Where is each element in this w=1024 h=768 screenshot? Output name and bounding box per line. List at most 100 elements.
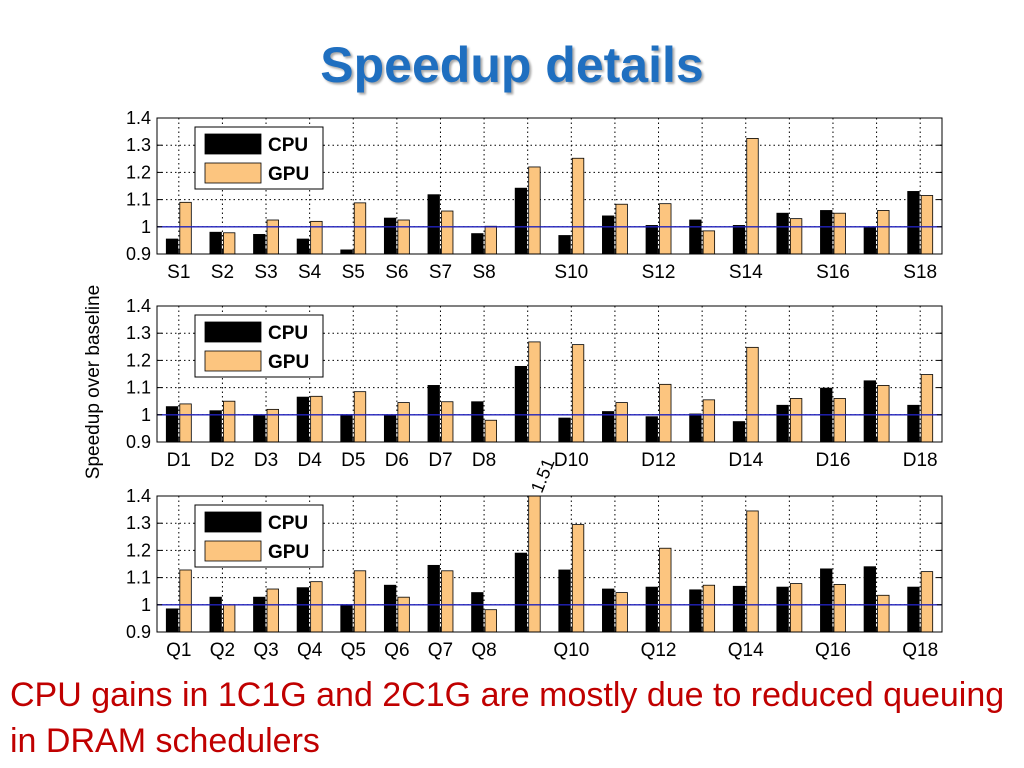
gpu-bar-d14: [746, 346, 759, 442]
y-tick-label: 1.1: [126, 190, 151, 210]
cpu-bar-q14: [732, 585, 746, 632]
legend-label-cpu: CPU: [268, 135, 308, 156]
cpu-bar-s6: [383, 217, 397, 254]
gpu-bar-q2: [223, 604, 236, 632]
gpu-bar-s2: [223, 232, 236, 254]
gpu-bar-d13: [702, 399, 716, 442]
cpu-bar-q11: [602, 588, 615, 632]
cpu-bar-q15: [776, 586, 789, 632]
x-tick-label: Q12: [641, 640, 677, 661]
gpu-bar-d16: [833, 398, 846, 442]
cpu-bar-d1: [165, 406, 179, 442]
gpu-bar-s8: [484, 225, 497, 254]
x-tick-label: Q8: [471, 640, 496, 661]
x-tick-label: D16: [816, 450, 851, 471]
cpu-bar-d18: [907, 404, 920, 442]
legend: CPU GPU: [194, 126, 324, 190]
y-tick-label: 1.2: [126, 540, 151, 560]
cpu-bar-s18: [907, 191, 920, 254]
gpu-bar-d5: [353, 391, 367, 442]
x-tick-label: S5: [342, 262, 365, 283]
x-tick-label: Q16: [815, 640, 851, 661]
x-tick-label: Q3: [253, 640, 278, 661]
gpu-bar-s14: [746, 137, 759, 254]
x-tick-label: Q2: [210, 640, 235, 661]
gpu-bar-q14: [746, 510, 759, 632]
x-tick-label: D6: [385, 450, 409, 471]
gpu-bar-q18: [920, 571, 934, 632]
cpu-bar-s14: [732, 225, 746, 254]
x-tick-label: S16: [816, 262, 850, 283]
x-tick-label: S18: [903, 262, 937, 283]
y-axis-label: Speedup over baseline: [83, 285, 104, 479]
cpu-bar-s8: [471, 233, 484, 254]
gpu-bar-q7: [441, 570, 454, 632]
x-tick-label: D5: [341, 450, 365, 471]
x-tick-label: Q18: [902, 640, 938, 661]
legend-swatch-cpu: [204, 511, 262, 533]
gpu-bar-q17: [877, 594, 890, 632]
gpu-bar-q8: [484, 609, 497, 632]
cpu-bar-s7: [427, 194, 440, 254]
cpu-bar-q2: [209, 596, 222, 632]
x-tick-label: S8: [472, 262, 495, 283]
gpu-bar-q10: [571, 524, 585, 632]
cpu-bar-d6: [383, 414, 397, 442]
gpu-bar-s4: [310, 220, 323, 254]
bars-group: [165, 496, 934, 632]
y-tick-label: 1.3: [126, 135, 151, 155]
cpu-bar-q9: [514, 552, 528, 632]
legend-swatch-gpu: [204, 350, 262, 372]
cpu-bar-q16: [820, 568, 833, 632]
x-tick-label: Q7: [428, 640, 453, 661]
cpu-bar-q17: [863, 566, 876, 632]
gpu-bar-d7: [441, 401, 454, 442]
legend-label-gpu: GPU: [268, 164, 309, 185]
y-tick-label: 1: [141, 405, 151, 425]
legend-label-gpu: GPU: [268, 542, 309, 563]
x-tick-label: D4: [297, 450, 322, 471]
plot-frame: [156, 305, 943, 443]
x-tick-label: Q10: [553, 640, 589, 661]
gpu-bar-s12: [659, 203, 672, 254]
cpu-bar-s2: [209, 231, 222, 254]
cpu-bar-q1: [165, 608, 179, 632]
x-tick-label: Q14: [728, 640, 764, 661]
gpu-bar-d4: [310, 395, 323, 442]
cpu-bar-q8: [471, 592, 484, 632]
x-tick-label: S7: [429, 262, 452, 283]
x-tick-label: S3: [254, 262, 277, 283]
legend-label-gpu: GPU: [268, 352, 309, 373]
x-tick-label: Q4: [297, 640, 323, 661]
x-tick-label: D12: [641, 450, 676, 471]
gpu-bar-s16: [833, 212, 846, 254]
cpu-bar-d9: [514, 365, 528, 442]
slide-caption: CPU gains in 1C1G and 2C1G are mostly du…: [10, 676, 1005, 760]
gpu-bar-q15: [789, 583, 803, 632]
gpu-bar-s1: [179, 201, 192, 254]
cpu-bar-d4: [296, 396, 310, 442]
gpu-bar-d12: [659, 383, 672, 442]
gpu-bar-d8: [484, 419, 497, 442]
cpu-bar-s15: [776, 212, 789, 254]
gpu-bar-s10: [571, 157, 585, 254]
cpu-bar-s3: [253, 234, 266, 254]
gpu-bar-q16: [833, 584, 846, 632]
legend-label-cpu: CPU: [268, 323, 308, 344]
cpu-bar-d2: [209, 410, 222, 442]
cpu-bar-s17: [863, 226, 876, 254]
chart-panel-1: 0.9 1 1.1 1.2 1.3 1.4 S1 S2 S3 S4 S5 S6 S7 S8 S10 S12 S1…: [126, 108, 943, 283]
y-tick-label: 1.4: [126, 486, 151, 506]
legend: CPU GPU: [194, 314, 324, 378]
gpu-bar-d11: [615, 402, 628, 442]
cpu-bar-q7: [427, 564, 440, 632]
cpu-bar-q5: [340, 604, 353, 632]
y-tick-label: 1.2: [126, 162, 151, 182]
cpu-bar-d7: [427, 385, 440, 442]
x-tick-label: D3: [254, 450, 278, 471]
gpu-bar-d1: [179, 403, 192, 442]
y-tick-label: 1.4: [126, 108, 151, 128]
cpu-bar-d10: [558, 417, 571, 442]
y-tick-label: 0.9: [126, 244, 151, 264]
bars-group: [165, 137, 934, 254]
